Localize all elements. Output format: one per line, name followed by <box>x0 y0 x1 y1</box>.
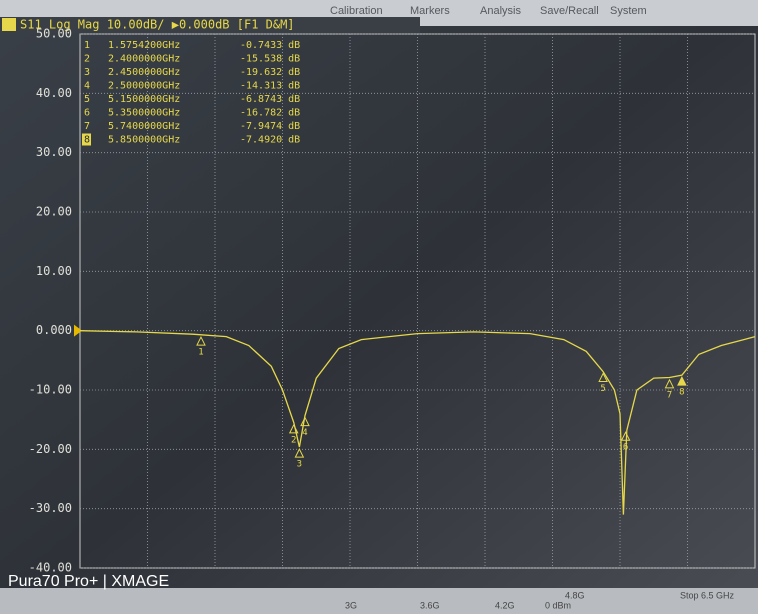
marker-table-frequency: 2.4500000GHz <box>108 67 180 78</box>
y-tick-label: -20.00 <box>29 442 72 456</box>
active-marker-box <box>82 133 91 146</box>
marker-table-number: 1 <box>84 40 90 51</box>
marker-table-value: -19.632 dB <box>240 67 300 78</box>
y-tick-label: 10.00 <box>36 264 72 278</box>
status-item: 3G <box>345 600 357 610</box>
marker-table-frequency: 2.5000000GHz <box>108 81 180 92</box>
marker-number: 8 <box>679 388 684 398</box>
marker-table-number: 8 <box>84 135 90 146</box>
marker <box>620 431 631 441</box>
marker <box>664 378 675 389</box>
marker-table-value: -0.7433 dB <box>240 40 300 51</box>
marker-table-value: -6.8743 dB <box>240 94 300 105</box>
status-item: 0 dBm <box>545 600 571 610</box>
y-tick-label: 40.00 <box>36 86 72 100</box>
marker-table-value: -15.538 dB <box>240 54 300 65</box>
menu-item: Analysis <box>480 5 521 17</box>
marker-table-value: -7.4920 dB <box>240 135 300 146</box>
marker-table-number: 4 <box>84 81 90 92</box>
y-tick-label: 0.000 <box>36 323 72 337</box>
y-tick-label: 20.00 <box>36 205 72 219</box>
y-tick-label: -10.00 <box>29 383 72 397</box>
marker-table-frequency: 5.8500000GHz <box>108 135 180 146</box>
menu-item: System <box>610 5 647 17</box>
status-item: 4.8G <box>565 590 585 600</box>
marker <box>294 448 305 458</box>
trace-badge <box>2 18 16 31</box>
marker-number: 3 <box>297 460 302 470</box>
marker-table-number: 6 <box>84 108 90 119</box>
marker-number: 1 <box>198 348 203 358</box>
menu-item: Markers <box>410 5 450 17</box>
marker-table-frequency: 5.3500000GHz <box>108 108 180 119</box>
status-bar <box>0 588 758 614</box>
marker-table-value: -14.313 dB <box>240 81 300 92</box>
marker-table-frequency: 5.7400000GHz <box>108 121 180 132</box>
marker-table-number: 5 <box>84 94 90 105</box>
watermark: Pura70 Pro+ | XMAGE <box>8 573 169 590</box>
y-tick-label: -30.00 <box>29 501 72 515</box>
y-tick-label: 30.00 <box>36 145 72 159</box>
marker-table-number: 2 <box>84 54 90 65</box>
menu-item: Calibration <box>330 5 383 17</box>
marker-number: 5 <box>600 384 605 394</box>
status-item: 4.2G <box>495 600 515 610</box>
marker-table-frequency: 2.4000000GHz <box>108 54 180 65</box>
marker-number: 2 <box>291 435 296 445</box>
trace-header: S11 Log Mag 10.00dB/ ▶0.000dB [F1 D&M] <box>20 18 295 32</box>
marker-number: 7 <box>667 390 672 400</box>
marker-number: 4 <box>302 428 307 438</box>
marker <box>300 416 310 427</box>
marker-table-frequency: 1.5754200GHz <box>108 40 180 51</box>
reference-marker <box>74 324 82 337</box>
marker-table-number: 7 <box>84 121 90 132</box>
marker <box>288 423 299 434</box>
marker-table-value: -7.9474 dB <box>240 121 300 132</box>
marker-table-number: 3 <box>84 67 90 78</box>
status-item: 3.6G <box>420 600 440 610</box>
y-tick-label: -40.00 <box>29 561 72 575</box>
marker <box>677 376 687 386</box>
y-tick-label: 50.00 <box>36 27 72 41</box>
marker <box>196 335 206 346</box>
trace-header-bar <box>0 17 420 33</box>
marker-number: 6 <box>623 443 628 453</box>
trace <box>79 330 756 515</box>
marker <box>598 372 608 382</box>
status-item: Stop 6.5 GHz <box>680 590 735 600</box>
menu-item: Save/Recall <box>540 5 599 17</box>
marker-table-value: -16.782 dB <box>240 108 300 119</box>
marker-table-frequency: 5.1500000GHz <box>108 94 180 105</box>
